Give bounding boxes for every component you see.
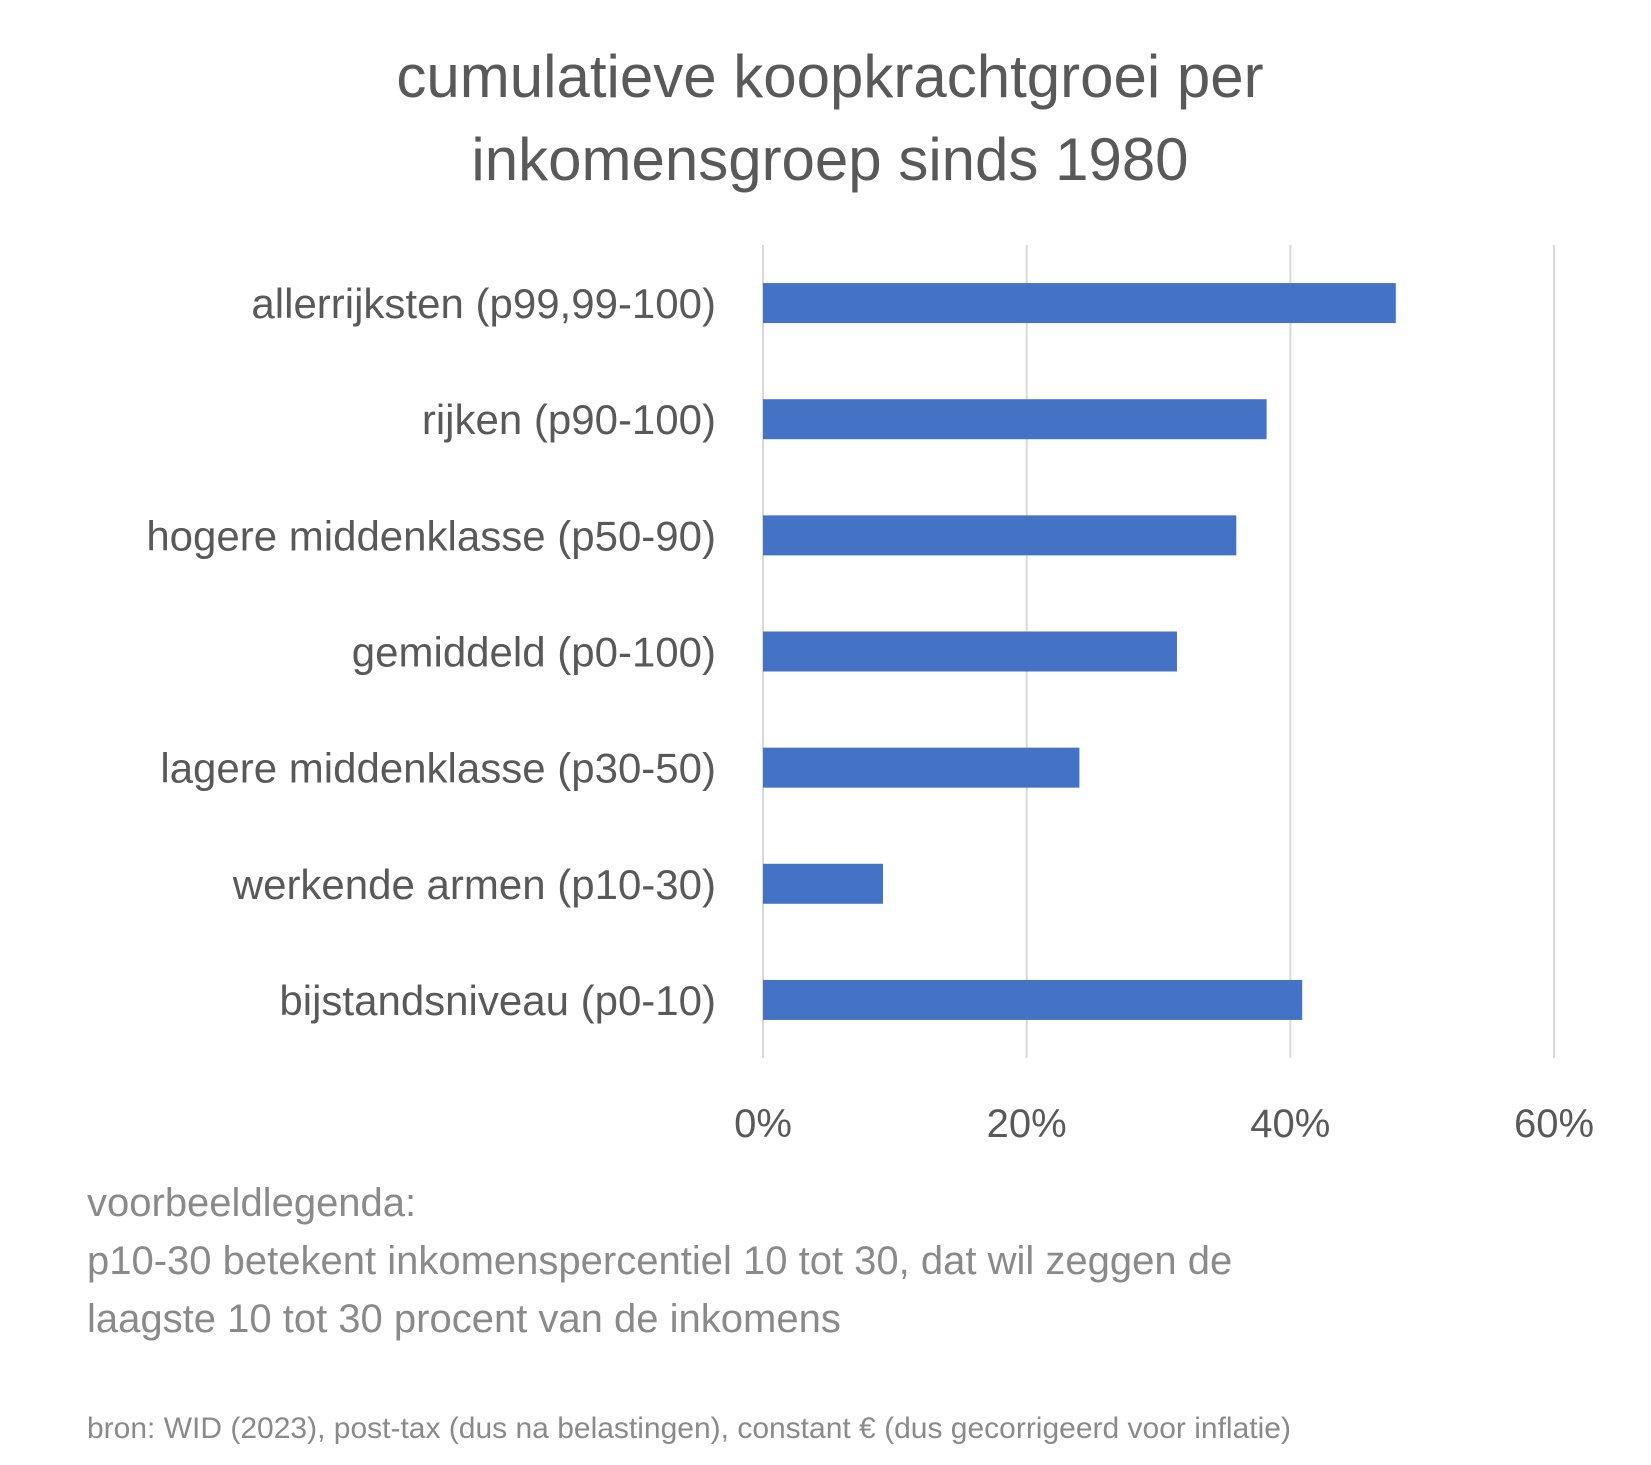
- bar: [763, 399, 1267, 440]
- category-label: lagere middenklasse (p30-50): [160, 745, 716, 792]
- x-tick-label: 60%: [1514, 1102, 1594, 1146]
- bar: [763, 631, 1177, 672]
- x-tick-label: 40%: [1250, 1102, 1330, 1146]
- category-labels: allerrijksten (p99,99-100) rijken (p90-10…: [146, 280, 716, 1024]
- legend-note-line-1: voorbeeldlegenda:: [87, 1181, 416, 1225]
- chart-title-line-1: cumulatieve koopkrachtgroei per: [396, 43, 1263, 110]
- bar: [763, 863, 883, 904]
- bar: [763, 515, 1237, 556]
- x-tick-labels: 0% 20% 40% 60%: [734, 1102, 1594, 1146]
- category-label: allerrijksten (p99,99-100): [251, 280, 716, 327]
- source-note: bron: WID (2023), post-tax (dus na belas…: [87, 1412, 1291, 1445]
- bar: [763, 283, 1396, 324]
- legend-note-line-3: laagste 10 tot 30 procent van de inkomen…: [87, 1297, 841, 1341]
- category-label: hogere middenklasse (p50-90): [146, 512, 716, 559]
- x-tick-label: 20%: [987, 1102, 1067, 1146]
- bar: [763, 979, 1303, 1020]
- category-label: gemiddeld (p0-100): [352, 629, 716, 676]
- category-label: rijken (p90-100): [422, 396, 716, 443]
- category-label: werkende armen (p10-30): [232, 861, 716, 908]
- chart-title-line-2: inkomensgroep sinds 1980: [471, 126, 1188, 193]
- bar: [763, 747, 1080, 788]
- legend-note-line-2: p10-30 betekent inkomenspercentiel 10 to…: [87, 1239, 1232, 1283]
- bars: [763, 283, 1396, 1020]
- category-label: bijstandsniveau (p0-10): [279, 977, 716, 1024]
- x-tick-label: 0%: [734, 1102, 792, 1146]
